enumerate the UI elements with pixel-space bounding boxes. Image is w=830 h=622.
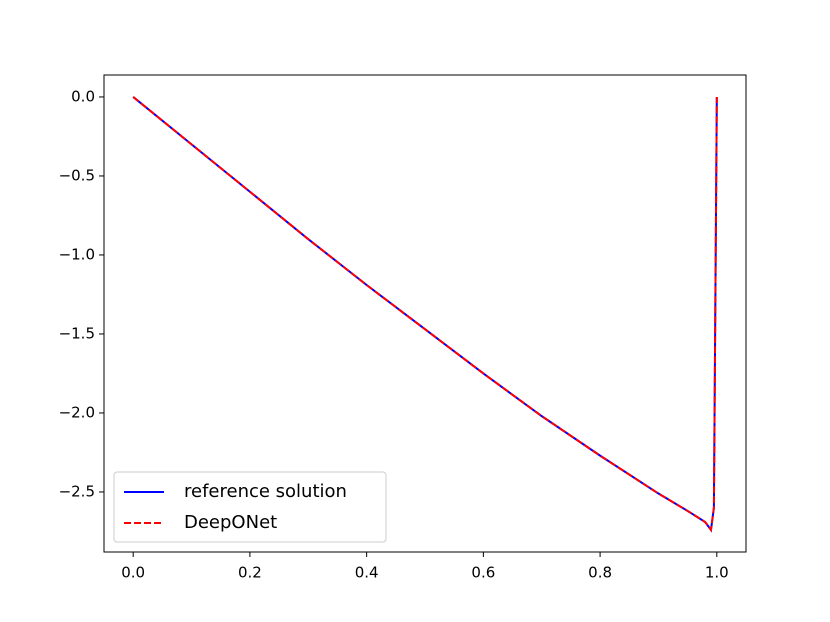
y-tick-label: −1.0 bbox=[59, 245, 95, 263]
legend-label: DeepONet bbox=[184, 512, 277, 533]
x-tick-label: 0.6 bbox=[471, 564, 495, 582]
y-tick-label: −2.0 bbox=[59, 403, 95, 421]
line-series bbox=[132, 96, 718, 533]
line-series bbox=[132, 96, 718, 533]
y-tick-label: 0.0 bbox=[71, 87, 95, 105]
x-tick-label: 0.4 bbox=[355, 564, 379, 582]
x-tick-label: 1.0 bbox=[705, 564, 729, 582]
y-tick-label: −1.5 bbox=[59, 324, 95, 342]
y-tick-label: −2.5 bbox=[59, 482, 95, 500]
x-tick-label: 0.2 bbox=[238, 564, 262, 582]
legend-box bbox=[113, 471, 387, 543]
legend-label: reference solution bbox=[184, 481, 347, 502]
x-tick-label: 0.8 bbox=[588, 564, 612, 582]
x-tick-label: 0.0 bbox=[121, 564, 145, 582]
y-tick-label: −0.5 bbox=[59, 166, 95, 184]
plot-frame bbox=[103, 74, 747, 553]
